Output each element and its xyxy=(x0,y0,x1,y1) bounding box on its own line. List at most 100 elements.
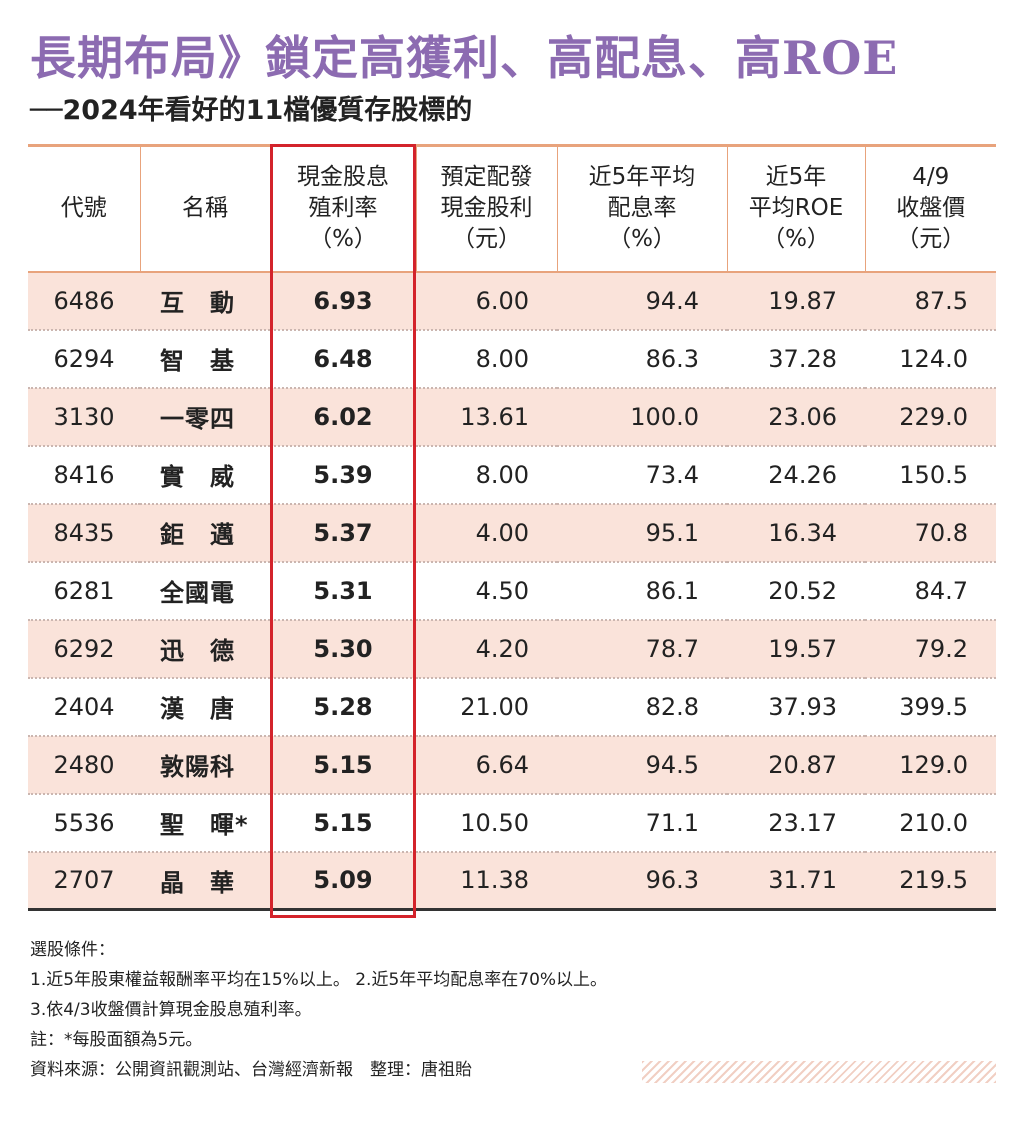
cell-payout: 86.3 xyxy=(557,329,727,389)
cell-dividend: 4.50 xyxy=(416,561,557,621)
cell-yield: 5.15 xyxy=(270,735,416,795)
cell-roe: 20.87 xyxy=(727,735,865,795)
cell-yield: 6.48 xyxy=(270,329,416,389)
header-code: 代號 xyxy=(28,144,140,273)
cell-price: 399.5 xyxy=(865,677,996,737)
cell-code: 6294 xyxy=(28,329,140,389)
cell-code: 2404 xyxy=(28,677,140,737)
cell-price: 124.0 xyxy=(865,329,996,389)
page-title: 長期布局》鎖定高獲利、高配息、高ROE xyxy=(30,31,899,85)
cell-yield: 5.37 xyxy=(270,503,416,563)
header-payout: 近5年平均 配息率 （%） xyxy=(556,144,727,273)
cell-name: 迅 德 xyxy=(140,619,270,679)
cell-code: 6486 xyxy=(28,271,140,331)
cell-roe: 19.57 xyxy=(727,619,865,679)
cell-roe: 19.87 xyxy=(727,271,865,331)
cell-price: 79.2 xyxy=(865,619,996,679)
cell-payout: 100.0 xyxy=(557,387,727,447)
table-row: 3130 一零四 6.02 13.61 100.0 23.06 229.0 xyxy=(28,387,996,447)
table-row: 2480 敦陽科 5.15 6.64 94.5 20.87 129.0 xyxy=(28,735,996,795)
cell-payout: 78.7 xyxy=(557,619,727,679)
cell-yield: 5.30 xyxy=(270,619,416,679)
cell-roe: 23.06 xyxy=(727,387,865,447)
table-row: 8435 鉅 邁 5.37 4.00 95.1 16.34 70.8 xyxy=(28,503,996,563)
cell-roe: 31.71 xyxy=(727,851,865,911)
cell-dividend: 10.50 xyxy=(416,793,557,853)
cell-name: 聖 暉* xyxy=(140,793,270,853)
table-row: 6486 互 動 6.93 6.00 94.4 19.87 87.5 xyxy=(28,271,996,331)
cell-code: 2707 xyxy=(28,851,140,911)
cell-yield: 6.02 xyxy=(270,387,416,447)
table-row: 2707 晶 華 5.09 11.38 96.3 31.71 219.5 xyxy=(28,851,996,911)
cell-dividend: 21.00 xyxy=(416,677,557,737)
cell-payout: 95.1 xyxy=(557,503,727,563)
table-row: 2404 漢 唐 5.28 21.00 82.8 37.93 399.5 xyxy=(28,677,996,737)
cell-roe: 24.26 xyxy=(727,445,865,505)
cell-yield: 5.15 xyxy=(270,793,416,853)
table-row: 6292 迅 德 5.30 4.20 78.7 19.57 79.2 xyxy=(28,619,996,679)
cell-price: 87.5 xyxy=(865,271,996,331)
table-row: 8416 實 威 5.39 8.00 73.4 24.26 150.5 xyxy=(28,445,996,505)
cell-price: 84.7 xyxy=(865,561,996,621)
cell-name: 晶 華 xyxy=(140,851,270,911)
cell-code: 8416 xyxy=(28,445,140,505)
cell-yield: 5.39 xyxy=(270,445,416,505)
cell-price: 210.0 xyxy=(865,793,996,853)
cell-dividend: 6.64 xyxy=(416,735,557,795)
cell-payout: 73.4 xyxy=(557,445,727,505)
cell-price: 219.5 xyxy=(865,851,996,911)
table-row: 6281 全國電 5.31 4.50 86.1 20.52 84.7 xyxy=(28,561,996,621)
criteria-line-1: 1.近5年股東權益報酬率平均在15%以上。 2.近5年平均配息率在70%以上。 xyxy=(30,970,608,990)
cell-code: 6281 xyxy=(28,561,140,621)
cell-code: 8435 xyxy=(28,503,140,563)
decorative-hatch xyxy=(642,1061,996,1083)
footnote: 註：*每股面額為5元。 xyxy=(30,1030,203,1050)
criteria-label: 選股條件： xyxy=(30,940,115,960)
table-row: 5536 聖 暉* 5.15 10.50 71.1 23.17 210.0 xyxy=(28,793,996,853)
cell-roe: 20.52 xyxy=(727,561,865,621)
cell-yield: 5.28 xyxy=(270,677,416,737)
cell-dividend: 13.61 xyxy=(416,387,557,447)
cell-yield: 5.31 xyxy=(270,561,416,621)
cell-payout: 82.8 xyxy=(557,677,727,737)
table-body: 6486 互 動 6.93 6.00 94.4 19.87 87.5 6294 智 基 6.48 8… xyxy=(28,271,996,911)
cell-name: 一零四 xyxy=(140,387,270,447)
cell-yield: 6.93 xyxy=(270,271,416,331)
cell-roe: 16.34 xyxy=(727,503,865,563)
cell-dividend: 11.38 xyxy=(416,851,557,911)
cell-yield: 5.09 xyxy=(270,851,416,911)
header-dividend: 預定配發 現金股利 （元） xyxy=(415,144,557,273)
cell-payout: 94.5 xyxy=(557,735,727,795)
header-yield: 現金股息 殖利率 （%） xyxy=(269,144,416,273)
cell-payout: 71.1 xyxy=(557,793,727,853)
cell-dividend: 8.00 xyxy=(416,329,557,389)
cell-name: 鉅 邁 xyxy=(140,503,270,563)
cell-roe: 37.93 xyxy=(727,677,865,737)
cell-name: 智 基 xyxy=(140,329,270,389)
cell-dividend: 4.20 xyxy=(416,619,557,679)
stock-table-container: 代號 名稱 現金股息 殖利率 （%） 預定配發 現金股利 （元） 近5年平均 xyxy=(28,144,996,918)
header-price: 4/9 收盤價 （元） xyxy=(864,144,996,273)
source-credit: 資料來源：公開資訊觀測站、台灣經濟新報 整理：唐祖貽 xyxy=(30,1060,472,1080)
cell-name: 敦陽科 xyxy=(140,735,270,795)
cell-price: 150.5 xyxy=(865,445,996,505)
cell-name: 全國電 xyxy=(140,561,270,621)
cell-payout: 94.4 xyxy=(557,271,727,331)
cell-roe: 23.17 xyxy=(727,793,865,853)
cell-roe: 37.28 xyxy=(727,329,865,389)
cell-code: 3130 xyxy=(28,387,140,447)
cell-dividend: 8.00 xyxy=(416,445,557,505)
cell-name: 漢 唐 xyxy=(140,677,270,737)
cell-name: 互 動 xyxy=(140,271,270,331)
stock-table: 代號 名稱 現金股息 殖利率 （%） 預定配發 現金股利 （元） 近5年平均 xyxy=(28,144,996,911)
cell-price: 70.8 xyxy=(865,503,996,563)
cell-name: 實 威 xyxy=(140,445,270,505)
cell-code: 5536 xyxy=(28,793,140,853)
cell-price: 129.0 xyxy=(865,735,996,795)
cell-code: 2480 xyxy=(28,735,140,795)
cell-dividend: 4.00 xyxy=(416,503,557,563)
cell-code: 6292 xyxy=(28,619,140,679)
table-row: 6294 智 基 6.48 8.00 86.3 37.28 124.0 xyxy=(28,329,996,389)
header-roe: 近5年 平均ROE （%） xyxy=(726,144,865,273)
criteria-line-2: 3.依4/3收盤價計算現金股息殖利率。 xyxy=(30,1000,312,1020)
